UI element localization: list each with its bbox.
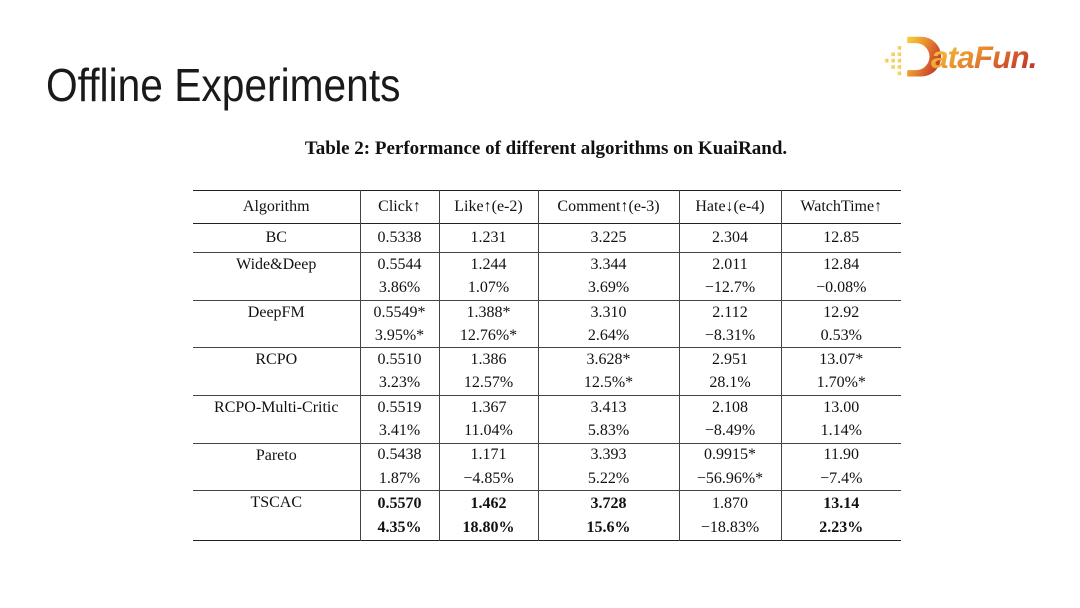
svg-text:ataFun.: ataFun. — [931, 40, 1037, 75]
